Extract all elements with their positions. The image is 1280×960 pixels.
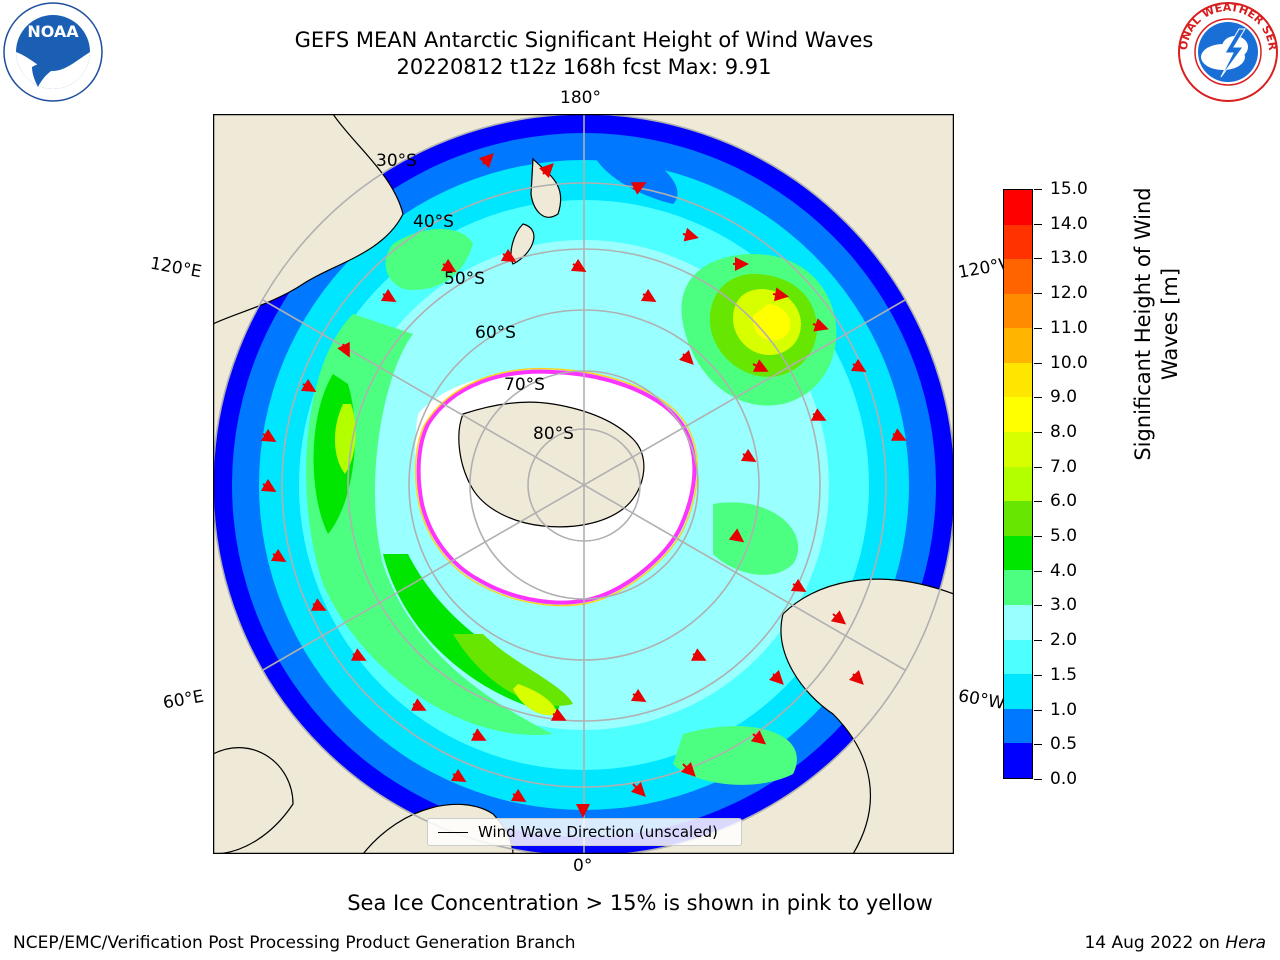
legend-label: Wind Wave Direction (unscaled) bbox=[478, 823, 718, 841]
colorbar-segment bbox=[1004, 674, 1032, 709]
lon-label-0: 0° bbox=[573, 856, 593, 876]
colorbar-tick bbox=[1034, 570, 1042, 572]
colorbar-tick-label: 5.0 bbox=[1050, 526, 1078, 547]
polar-map bbox=[213, 114, 954, 854]
colorbar-tick-label: 1.5 bbox=[1050, 664, 1078, 685]
colorbar-segment bbox=[1004, 605, 1032, 640]
colorbar-tick-label: 0.5 bbox=[1050, 734, 1078, 755]
colorbar-tick bbox=[1034, 536, 1042, 538]
colorbar-segment bbox=[1004, 743, 1032, 778]
colorbar-tick bbox=[1034, 640, 1042, 642]
colorbar-tick-label: 8.0 bbox=[1050, 421, 1078, 442]
colorbar-segment bbox=[1004, 639, 1032, 675]
colorbar-tick-label: 0.0 bbox=[1050, 769, 1078, 789]
colorbar-tick bbox=[1034, 605, 1042, 607]
continents-outline bbox=[213, 114, 954, 854]
colorbar-tick-label: 12.0 bbox=[1050, 283, 1088, 304]
colorbar-tick bbox=[1034, 397, 1042, 399]
colorbar-tick bbox=[1034, 744, 1042, 746]
nws-logo: NATIONAL WEATHER SERVICE bbox=[1177, 1, 1279, 102]
lat-label-70s: 70°S bbox=[504, 375, 545, 395]
colorbar-segment bbox=[1004, 328, 1032, 363]
colorbar-tick bbox=[1034, 779, 1042, 780]
colorbar-tick bbox=[1034, 674, 1042, 676]
footer-date: 14 Aug 2022 on Hera bbox=[1084, 933, 1266, 953]
colorbar-segment bbox=[1004, 189, 1032, 225]
colorbar-tick-label: 7.0 bbox=[1050, 456, 1078, 477]
colorbar-tick-label: 11.0 bbox=[1050, 317, 1088, 338]
colorbar-tick-label: 6.0 bbox=[1050, 491, 1078, 512]
lat-label-30s: 30°S bbox=[376, 151, 417, 171]
colorbar-tick bbox=[1034, 709, 1042, 711]
chart-title: GEFS MEAN Antarctic Significant Height o… bbox=[294, 28, 874, 52]
noaa-logo-text: NOAA bbox=[27, 22, 79, 41]
colorbar-tick-label: 1.0 bbox=[1050, 699, 1078, 720]
colorbar-tick-label: 10.0 bbox=[1050, 352, 1088, 373]
colorbar-tick-label: 2.0 bbox=[1050, 630, 1078, 651]
footer-date-text: 14 Aug 2022 on bbox=[1084, 933, 1226, 953]
map-legend: Wind Wave Direction (unscaled) bbox=[427, 818, 742, 846]
colorbar-segment bbox=[1004, 501, 1032, 536]
sea-ice-note: Sea Ice Concentration > 15% is shown in … bbox=[347, 891, 933, 915]
colorbar-segment bbox=[1004, 259, 1032, 294]
colorbar-tick bbox=[1034, 431, 1042, 433]
colorbar-tick-label: 3.0 bbox=[1050, 595, 1078, 616]
colorbar-label: Significant Height of Wind Waves [m] bbox=[1131, 187, 1182, 461]
colorbar-tick bbox=[1034, 293, 1042, 295]
lat-label-80s: 80°S bbox=[533, 424, 574, 444]
chart-subtitle: 20220812 t12z 168h fcst Max: 9.91 bbox=[396, 55, 772, 79]
colorbar-segment bbox=[1004, 224, 1032, 260]
sea-ice-edge bbox=[416, 369, 697, 605]
colorbar-segment bbox=[1004, 397, 1032, 433]
footer-machine: Hera bbox=[1225, 933, 1266, 953]
lon-label-60e: 60°E bbox=[161, 686, 206, 714]
lon-label-180: 180° bbox=[560, 88, 601, 108]
colorbar-segment bbox=[1004, 708, 1032, 744]
colorbar-tick-label: 14.0 bbox=[1050, 213, 1088, 234]
footer-credit: NCEP/EMC/Verification Post Processing Pr… bbox=[13, 933, 576, 953]
lat-label-40s: 40°S bbox=[413, 212, 454, 232]
lat-label-50s: 50°S bbox=[444, 269, 485, 289]
colorbar-tick bbox=[1034, 258, 1042, 260]
colorbar-tick-label: 15.0 bbox=[1050, 179, 1088, 199]
colorbar-tick bbox=[1034, 501, 1042, 503]
colorbar-tick bbox=[1034, 189, 1042, 190]
lat-label-60s: 60°S bbox=[475, 323, 516, 343]
lon-label-120e: 120°E bbox=[148, 253, 204, 283]
colorbar-tick-label: 4.0 bbox=[1050, 560, 1078, 581]
colorbar-segment bbox=[1004, 466, 1032, 502]
colorbar-segment bbox=[1004, 432, 1032, 467]
colorbar-segment bbox=[1004, 570, 1032, 606]
colorbar-tick-label: 13.0 bbox=[1050, 248, 1088, 269]
colorbar-tick-label: 9.0 bbox=[1050, 387, 1078, 408]
lon-label-60w: 60°W bbox=[956, 686, 1007, 714]
colorbar-segment bbox=[1004, 535, 1032, 571]
colorbar bbox=[1003, 189, 1033, 779]
colorbar-tick bbox=[1034, 327, 1042, 329]
map-border bbox=[213, 114, 954, 854]
graticule bbox=[213, 114, 954, 854]
wind-wave-direction-arrows bbox=[260, 153, 907, 818]
legend-line-swatch bbox=[438, 832, 468, 833]
colorbar-tick bbox=[1034, 223, 1042, 225]
colorbar-tick bbox=[1034, 362, 1042, 364]
colorbar-segment bbox=[1004, 293, 1032, 329]
noaa-logo: NOAA bbox=[3, 2, 103, 102]
colorbar-tick bbox=[1034, 466, 1042, 468]
colorbar-segment bbox=[1004, 362, 1032, 398]
